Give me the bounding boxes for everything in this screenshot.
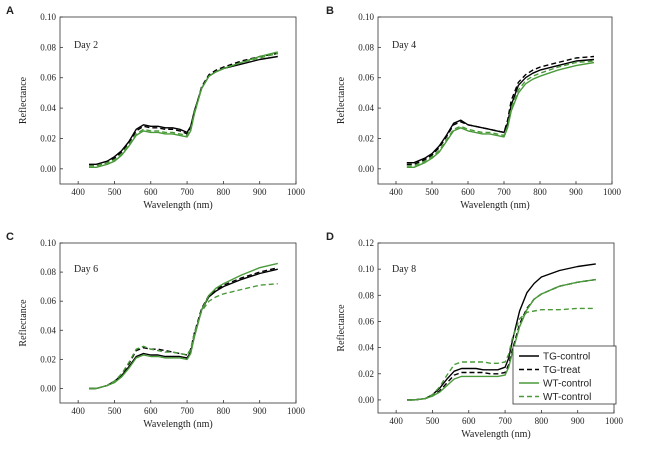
panel-letter: D xyxy=(326,231,334,243)
day-annotation: Day 6 xyxy=(74,264,98,275)
plot-frame xyxy=(377,16,613,185)
y-axis-title: Reflectance xyxy=(336,76,347,124)
x-tick-label: 600 xyxy=(462,416,476,426)
y-tick-label: 0.00 xyxy=(40,164,56,174)
legend-label: WT-control xyxy=(543,392,591,403)
y-tick-label: 0.10 xyxy=(358,12,374,22)
x-tick-label: 600 xyxy=(144,406,158,416)
day-annotation: Day 4 xyxy=(392,40,416,51)
series-line-wt-control-dashed xyxy=(89,52,278,167)
x-axis-title: Wavelength (nm) xyxy=(143,200,212,211)
x-tick-label: 900 xyxy=(253,406,267,416)
panel-b: B 400 500 600 700 800 900 1000 0.00 0.02 0.04 0.06 0… xyxy=(326,5,622,211)
x-tick-label: 800 xyxy=(535,416,549,426)
panel-letter: A xyxy=(6,5,14,17)
x-tick-label: 1000 xyxy=(605,416,624,426)
y-axis-title: Reflectance xyxy=(18,76,29,124)
plot-frame xyxy=(377,242,615,414)
x-tick-label: 700 xyxy=(180,406,194,416)
day-annotation: Day 2 xyxy=(74,40,98,51)
x-tick-label: 400 xyxy=(71,187,85,197)
x-tick-label: 700 xyxy=(497,187,511,197)
x-tick-label: 900 xyxy=(569,187,583,197)
y-axis-title: Reflectance xyxy=(336,304,347,352)
y-tick-label: 0.08 xyxy=(40,267,56,277)
y-tick-label: 0.04 xyxy=(358,103,374,113)
y-tick-label: 0.00 xyxy=(358,164,374,174)
legend: TG-control TG-treat WT-control WT-control xyxy=(512,345,617,405)
series-line-tg-treat xyxy=(406,55,595,165)
y-tick-label: 0.04 xyxy=(358,343,374,353)
y-tick-label: 0.10 xyxy=(358,264,374,274)
y-tick-label: 0.02 xyxy=(358,133,374,143)
series-line-wt-control-dashed xyxy=(407,307,596,401)
y-tick-label: 0.06 xyxy=(358,73,374,83)
x-tick-label: 800 xyxy=(533,187,547,197)
x-axis-title: Wavelength (nm) xyxy=(143,419,212,430)
x-tick-label: 500 xyxy=(108,406,122,416)
x-tick-label: 600 xyxy=(144,187,158,197)
legend-label: WT-control xyxy=(543,379,591,390)
x-tick-label: 800 xyxy=(217,406,231,416)
x-tick-label: 1000 xyxy=(287,406,306,416)
series-line-tg-control xyxy=(89,268,278,390)
series-line-wt-control xyxy=(407,278,596,401)
series-line-tg-control xyxy=(89,55,278,165)
series-line-wt-control xyxy=(406,61,595,168)
panel-d: D 400 500 600 700 800 900 1000 0.00 0.02 0.04 0.06 0… xyxy=(326,231,624,440)
x-tick-label: 1000 xyxy=(603,187,622,197)
y-tick-label: 0.00 xyxy=(358,395,374,405)
panel-letter: B xyxy=(326,5,334,17)
x-tick-label: 900 xyxy=(253,187,267,197)
y-tick-label: 0.04 xyxy=(40,103,56,113)
x-tick-label: 400 xyxy=(71,406,85,416)
x-axis-title: Wavelength (nm) xyxy=(461,429,530,440)
x-tick-label: 400 xyxy=(389,416,403,426)
series-line-wt-control-dashed xyxy=(406,60,595,167)
x-tick-label: 500 xyxy=(108,187,122,197)
x-tick-label: 1000 xyxy=(287,187,306,197)
x-tick-label: 500 xyxy=(425,187,439,197)
x-tick-label: 400 xyxy=(389,187,403,197)
y-tick-label: 0.10 xyxy=(40,12,56,22)
y-tick-label: 0.10 xyxy=(40,238,56,248)
panel-letter: C xyxy=(6,231,14,243)
day-annotation: Day 8 xyxy=(392,264,416,275)
plot-frame xyxy=(59,242,297,404)
y-tick-label: 0.12 xyxy=(358,238,374,248)
x-tick-label: 700 xyxy=(498,416,512,426)
y-tick-label: 0.06 xyxy=(358,316,374,326)
y-tick-label: 0.00 xyxy=(40,383,56,393)
y-tick-label: 0.02 xyxy=(358,369,374,379)
x-tick-label: 600 xyxy=(461,187,475,197)
plot-frame xyxy=(59,16,297,185)
y-tick-label: 0.08 xyxy=(358,290,374,300)
series-line-wt-control-dashed xyxy=(89,283,278,390)
series-line-tg-control xyxy=(406,58,595,164)
y-tick-label: 0.08 xyxy=(40,42,56,52)
y-tick-label: 0.02 xyxy=(40,354,56,364)
legend-label: TG-treat xyxy=(543,365,580,376)
y-tick-label: 0.08 xyxy=(358,42,374,52)
x-axis-title: Wavelength (nm) xyxy=(460,200,529,211)
x-tick-label: 900 xyxy=(571,416,585,426)
legend-label: TG-control xyxy=(543,352,590,363)
series-line-tg-treat xyxy=(89,52,278,167)
x-tick-label: 800 xyxy=(217,187,231,197)
series-line-tg-treat xyxy=(89,267,278,390)
series-line-wt-control xyxy=(89,262,278,390)
x-tick-label: 500 xyxy=(426,416,440,426)
x-tick-label: 700 xyxy=(180,187,194,197)
y-axis-title: Reflectance xyxy=(18,299,29,347)
panel-a: A 400 500 600 700 800 900 1000 0.00 0.02 0.04 0.06 0… xyxy=(6,5,306,211)
y-tick-label: 0.02 xyxy=(40,133,56,143)
y-tick-label: 0.06 xyxy=(40,73,56,83)
y-tick-label: 0.04 xyxy=(40,325,56,335)
series-line-wt-control xyxy=(89,51,278,168)
panel-c: C 400 500 600 700 800 900 1000 0.00 0.02 0.04 0.06 0… xyxy=(6,231,306,430)
y-tick-label: 0.06 xyxy=(40,296,56,306)
